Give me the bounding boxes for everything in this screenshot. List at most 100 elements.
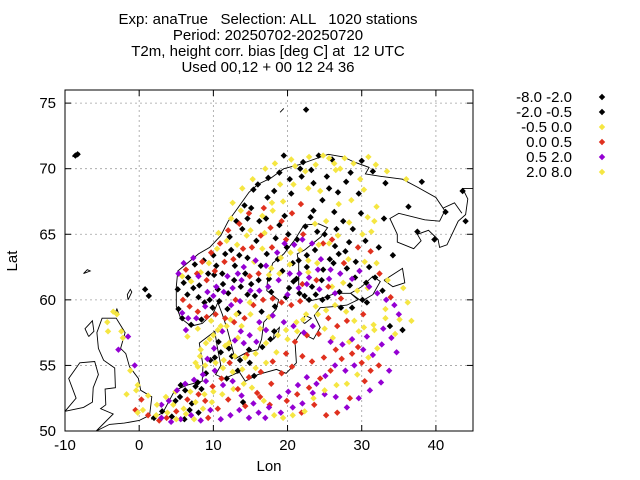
coastline-path — [64, 361, 99, 412]
station-point — [296, 270, 303, 277]
station-point — [210, 292, 217, 300]
station-point — [334, 232, 342, 239]
x-tick-label: 20 — [279, 437, 296, 454]
station-point — [211, 367, 219, 374]
station-point — [345, 238, 353, 246]
station-point — [325, 155, 333, 162]
station-point — [175, 270, 182, 277]
station-point — [250, 186, 257, 193]
station-point — [271, 303, 279, 310]
station-point — [245, 210, 253, 217]
station-point — [315, 241, 322, 248]
station-point — [333, 381, 340, 389]
station-point — [256, 318, 263, 326]
x-tick-label: 30 — [353, 437, 370, 454]
station-point — [379, 287, 386, 294]
station-point — [382, 305, 389, 313]
legend-marker — [598, 108, 606, 116]
station-point — [251, 292, 259, 300]
station-point — [334, 409, 341, 416]
station-point — [216, 240, 224, 247]
station-point — [284, 291, 291, 298]
station-point — [296, 165, 304, 172]
station-point — [400, 284, 407, 292]
station-point — [278, 370, 285, 377]
station-point — [321, 387, 328, 394]
station-point — [280, 152, 288, 159]
station-point — [222, 342, 229, 349]
station-point — [184, 396, 191, 403]
station-point — [252, 364, 259, 372]
station-point — [231, 337, 239, 344]
legend-entry-label: 2.0 8.0 — [526, 164, 572, 181]
station-point — [255, 409, 262, 416]
station-point — [182, 266, 190, 273]
station-point — [217, 322, 224, 330]
station-point — [301, 408, 308, 415]
station-point — [314, 266, 322, 273]
station-point — [248, 384, 256, 391]
station-point — [245, 374, 253, 381]
station-point — [237, 283, 245, 290]
station-point — [345, 219, 353, 226]
station-point — [365, 283, 373, 290]
station-point — [236, 356, 244, 364]
station-point — [375, 244, 382, 251]
station-point — [192, 398, 199, 406]
station-point — [299, 353, 306, 360]
station-point — [307, 214, 314, 221]
x-tick-label: 0 — [135, 437, 143, 454]
station-point — [173, 415, 180, 423]
chart-title-line-4: Used 00,12 + 00 12 24 36 — [181, 59, 355, 76]
station-point — [139, 406, 147, 414]
station-point — [234, 270, 242, 277]
station-point — [354, 287, 361, 294]
station-point — [184, 315, 192, 322]
station-point — [240, 380, 247, 387]
station-point — [335, 200, 342, 208]
station-point — [285, 388, 292, 395]
station-point — [334, 189, 342, 196]
station-point — [247, 204, 255, 212]
station-point — [319, 296, 326, 304]
station-point — [206, 335, 213, 343]
station-point — [281, 212, 288, 220]
y-tick-label: 65 — [39, 226, 56, 243]
station-point — [224, 273, 231, 280]
station-point — [227, 246, 235, 254]
station-point — [299, 236, 306, 243]
station-point — [181, 415, 188, 423]
station-point — [314, 259, 321, 267]
station-point — [74, 151, 81, 158]
station-point — [236, 406, 243, 414]
x-tick-label: 40 — [428, 437, 445, 454]
station-point — [270, 328, 278, 335]
station-point — [360, 346, 367, 353]
station-point — [276, 181, 284, 188]
station-point — [217, 415, 224, 423]
legend-entry-label: -0.5 0.0 — [521, 119, 572, 136]
station-point — [265, 404, 273, 411]
station-point — [431, 236, 438, 243]
station-point — [262, 359, 270, 366]
legend-entry-label: 0.0 0.5 — [526, 134, 572, 151]
station-point — [123, 391, 130, 398]
station-point — [239, 225, 246, 233]
station-point — [283, 244, 291, 251]
station-point — [104, 318, 111, 326]
station-point — [285, 231, 292, 238]
coastline-path — [95, 317, 153, 432]
station-point — [227, 215, 235, 222]
station-point — [351, 317, 358, 325]
coastline-outlines — [64, 108, 473, 432]
station-point — [384, 276, 391, 284]
station-point — [289, 412, 296, 419]
station-point — [217, 349, 224, 356]
station-point — [227, 412, 234, 419]
station-point — [302, 168, 309, 175]
station-point — [321, 231, 328, 238]
station-point — [359, 296, 366, 304]
station-point — [338, 355, 345, 363]
station-point — [280, 318, 288, 326]
station-point — [164, 409, 171, 416]
